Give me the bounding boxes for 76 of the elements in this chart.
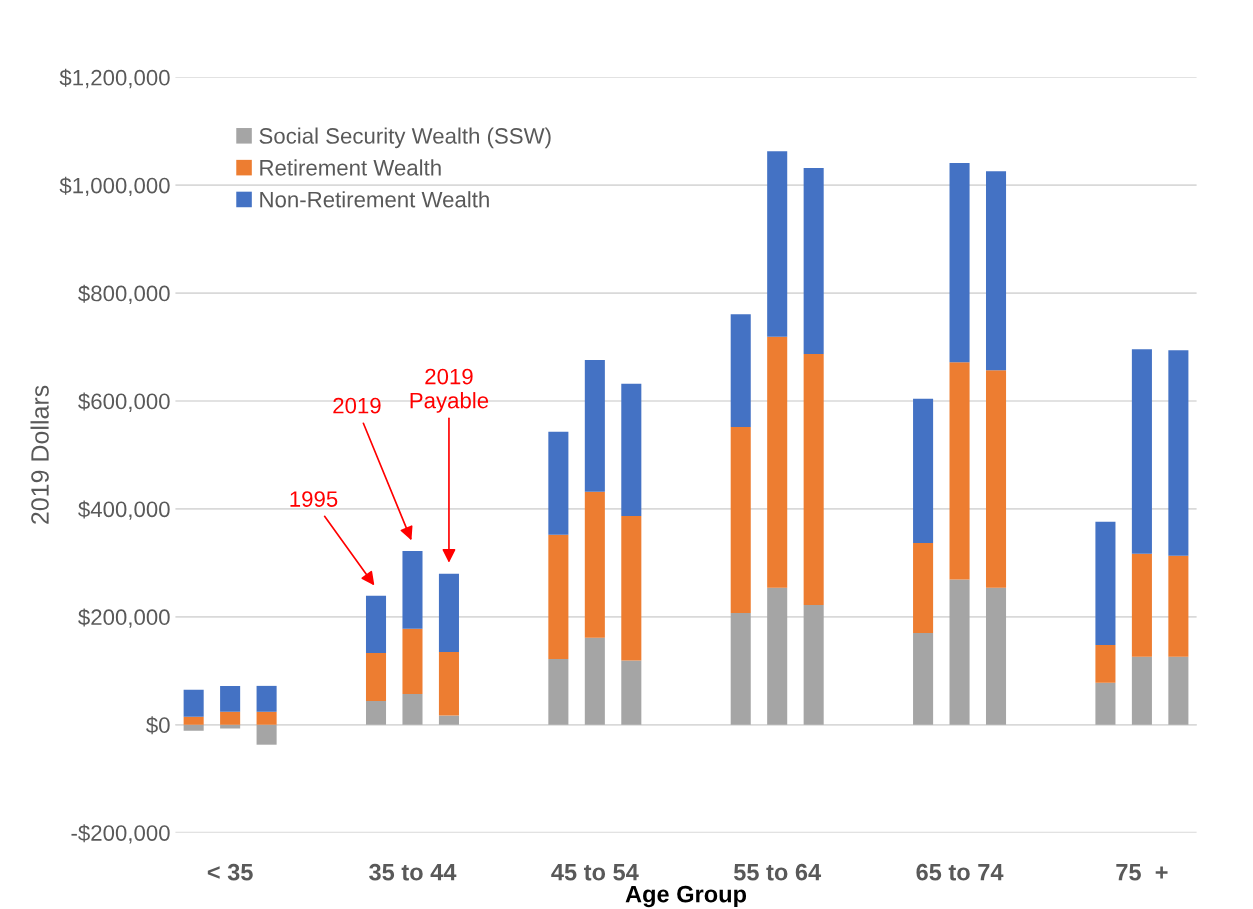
legend-label: Non-Retirement Wealth [260, 191, 489, 208]
x-tick-label: 75 + [1116, 864, 1168, 881]
bar [803, 354, 824, 605]
bar [438, 573, 459, 652]
bar [1095, 521, 1116, 645]
bar [365, 700, 387, 725]
bar [1131, 349, 1152, 554]
bar [256, 711, 277, 725]
bar [730, 314, 751, 427]
y-tick-label: $600,000 [78, 392, 170, 412]
annotation: 2019 Payable [410, 368, 489, 413]
bar [365, 652, 387, 701]
y-tick-label: -$200,000 [71, 824, 170, 844]
x-tick-label: 55 to 64 [733, 863, 822, 881]
x-axis-title: Age Group [625, 885, 747, 908]
bar [985, 587, 1007, 725]
bar [949, 163, 970, 363]
y-tick-label: $1,000,000 [59, 176, 170, 197]
bar [584, 359, 605, 492]
bar [913, 542, 934, 634]
bar [402, 551, 423, 629]
bar [256, 724, 277, 745]
bar [767, 587, 788, 725]
bar [1131, 656, 1152, 725]
bar [949, 362, 970, 580]
bar [220, 711, 241, 725]
bar [621, 383, 642, 516]
x-tick-label: 65 to 74 [916, 863, 1004, 881]
legend-label: Retirement Wealth [260, 159, 441, 176]
bar [1095, 644, 1116, 683]
bar [1095, 682, 1116, 725]
y-tick-label: $0 [146, 716, 170, 735]
bar [584, 637, 605, 725]
bar [767, 336, 788, 588]
bar [183, 724, 204, 731]
bar [438, 651, 459, 716]
annotation: 1995 [290, 491, 338, 507]
y-tick-label: $800,000 [78, 284, 170, 304]
x-tick-label: 35 to 44 [369, 863, 457, 881]
bar [913, 398, 934, 543]
y-tick-label: $1,200,000 [59, 68, 170, 89]
y-tick-label: $400,000 [78, 500, 170, 520]
bar [730, 613, 751, 725]
bar [256, 685, 277, 712]
bar [548, 534, 569, 659]
bar [1168, 555, 1189, 657]
x-tick-label: < 35 [207, 863, 253, 881]
bar [1168, 350, 1189, 556]
bar [913, 633, 934, 725]
bar [985, 370, 1007, 588]
bar [985, 171, 1007, 371]
bar [402, 628, 423, 694]
bar [621, 515, 642, 661]
y-tick-label: $200,000 [78, 608, 170, 628]
bar [220, 724, 241, 729]
bar [803, 167, 824, 355]
bar [767, 151, 788, 337]
bar [584, 491, 605, 638]
bar [438, 715, 459, 725]
bar [183, 716, 204, 725]
bar [183, 689, 204, 717]
y-axis-title: 2019 Dollars [30, 385, 49, 524]
legend-label: Social Security Wealth (SSW) [259, 127, 551, 149]
bar [730, 426, 751, 614]
bar [1168, 656, 1189, 725]
bar [949, 579, 970, 725]
bar [365, 595, 387, 653]
x-tick-label: 45 to 54 [551, 864, 639, 881]
bar [1131, 553, 1152, 657]
bar [402, 693, 423, 725]
bar [220, 685, 241, 712]
bar [621, 660, 642, 725]
bar [548, 658, 569, 725]
bar [803, 604, 824, 725]
bar [548, 431, 569, 535]
annotation: 2019 [333, 397, 381, 414]
